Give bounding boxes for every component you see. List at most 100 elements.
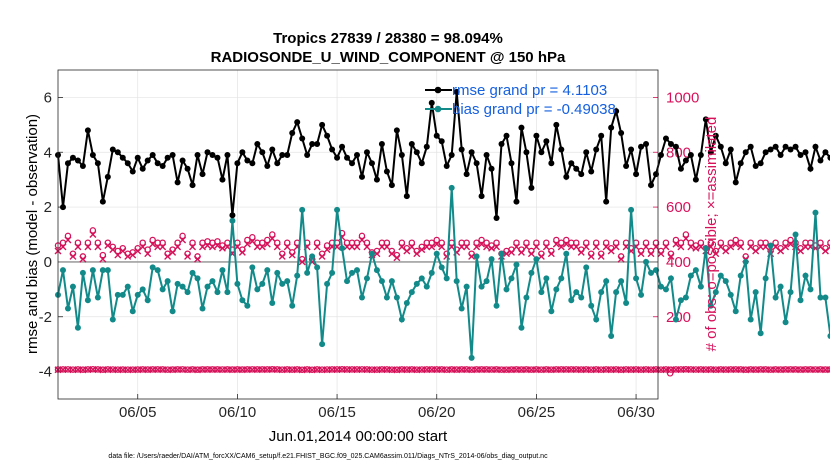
obs-assimilated-point	[597, 252, 605, 260]
bias-point	[84, 297, 91, 304]
bias-point	[613, 289, 620, 296]
obs-possible-point	[707, 239, 715, 246]
obs-possible-point	[214, 238, 221, 245]
bias-point	[418, 275, 425, 282]
obs-possible-point	[358, 232, 366, 240]
obs-possible-point	[563, 236, 570, 244]
left-y-tick-label: 6	[44, 89, 52, 106]
bias-point	[214, 289, 221, 296]
obs-possible-point	[74, 239, 82, 246]
rmse-point	[433, 132, 440, 139]
obs-assimilated-point	[637, 250, 645, 258]
obs-possible-point	[727, 239, 735, 246]
bias-point	[493, 302, 500, 309]
obs-assimilated-point	[552, 240, 560, 248]
obs-assimilated-point	[99, 255, 107, 263]
bias-point	[94, 294, 101, 301]
rmse-point	[578, 171, 585, 178]
obs-assimilated-point	[298, 258, 306, 266]
obs-assimilated-point	[393, 254, 401, 262]
obs-assimilated-point	[79, 255, 87, 263]
bias-point	[553, 286, 560, 293]
rmse-point	[74, 157, 81, 164]
right-y-tick-label: 200	[666, 309, 691, 326]
bias-point	[358, 294, 365, 301]
rmse-point	[259, 149, 266, 156]
rmse-point	[752, 162, 759, 169]
bias-point	[423, 283, 430, 290]
obs-assimilated-point	[273, 243, 281, 251]
bias-point	[269, 300, 276, 307]
rmse-point	[418, 160, 425, 167]
rmse-point	[488, 165, 495, 172]
bias-point	[623, 300, 630, 307]
rmse-point	[413, 149, 420, 156]
obs-assimilated-point	[737, 243, 745, 251]
y-axis-label-right: # of obs: o=possible; ×=assimilated	[703, 117, 720, 352]
rmse-point	[518, 124, 525, 131]
rmse-point	[508, 160, 515, 167]
rmse-point	[99, 198, 106, 205]
bias-point	[259, 280, 266, 287]
rmse-point	[767, 146, 774, 153]
rmse-point	[129, 168, 136, 175]
left-y-tick-label: 0	[44, 254, 52, 271]
bias-point	[543, 275, 550, 282]
obs-assimilated-point	[248, 237, 256, 245]
bias-point	[304, 269, 311, 276]
obs-assimilated-point	[493, 243, 501, 251]
obs-assimilated-point	[517, 248, 525, 256]
bias-point	[314, 264, 321, 271]
obs-possible-point	[762, 239, 769, 246]
x-tick-label: 06/30	[617, 404, 655, 421]
obs-possible-point	[264, 236, 271, 244]
bias-point	[199, 305, 206, 312]
obs-assimilated-point	[318, 252, 326, 260]
obs-assimilated-point	[194, 255, 202, 263]
rmse-point	[139, 165, 146, 172]
bias-point	[802, 272, 809, 279]
obs-assimilated-point	[463, 243, 471, 251]
rmse-point	[777, 151, 784, 158]
bias-point	[403, 300, 410, 307]
obs-assimilated-point	[483, 243, 491, 251]
rmse-point	[448, 151, 455, 158]
bias-point	[503, 286, 510, 293]
bias-point	[443, 275, 450, 282]
legend-bias-marker	[434, 105, 442, 113]
bias-point	[249, 264, 256, 271]
bias-point	[747, 316, 754, 323]
obs-assimilated-point	[707, 243, 715, 251]
bias-point	[548, 308, 555, 315]
obs-assimilated-point	[507, 248, 515, 256]
bias-point	[334, 206, 341, 213]
rmse-point	[732, 179, 739, 186]
bias-point	[558, 275, 565, 282]
rmse-point	[483, 151, 490, 158]
rmse-point	[782, 143, 789, 150]
obs-assimilated-point	[258, 243, 266, 251]
rmse-point	[593, 146, 600, 153]
rmse-point	[563, 173, 570, 180]
obs-possible-point	[323, 242, 331, 249]
bias-point	[393, 294, 400, 301]
bias-point	[383, 294, 390, 301]
obs-assimilated-point	[687, 243, 695, 251]
obs-possible-point	[523, 239, 530, 246]
obs-possible-point	[612, 239, 620, 246]
obs-possible-point	[189, 239, 196, 246]
bias-point	[737, 272, 744, 279]
obs-possible-point	[772, 239, 779, 246]
rmse-point	[498, 141, 505, 148]
obs-assimilated-point	[208, 243, 216, 251]
bias-point	[104, 267, 111, 274]
rmse-point	[643, 141, 650, 148]
bias-point	[458, 305, 465, 312]
rmse-point	[383, 168, 390, 175]
obs-assimilated-point	[263, 240, 271, 248]
rmse-point	[373, 176, 380, 183]
bias-point	[144, 297, 151, 304]
bias-point	[244, 302, 251, 309]
obs-assimilated-point	[288, 251, 296, 259]
rmse-point	[468, 149, 475, 156]
